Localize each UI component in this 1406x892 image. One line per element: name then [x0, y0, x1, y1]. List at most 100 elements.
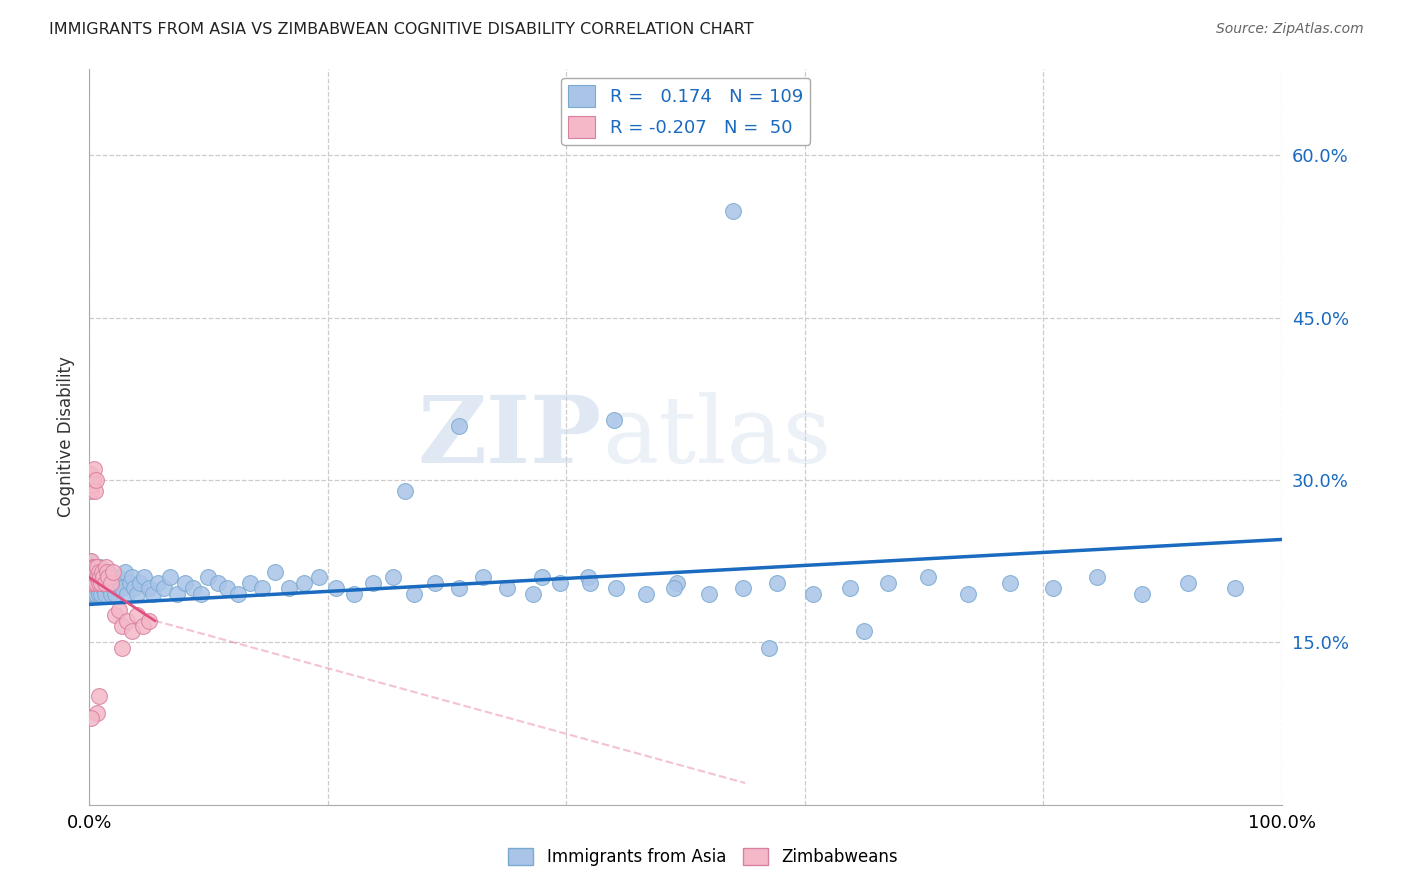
Point [94, 570, 117, 584]
Point [84, 570, 107, 584]
Point [91, 565, 114, 579]
Point [84, 565, 107, 579]
Point [82, 565, 104, 579]
Point [93, 581, 115, 595]
Point [121, 570, 143, 584]
Point [108, 575, 131, 590]
Point [226, 586, 249, 600]
Point [87, 565, 110, 579]
Point [522, 586, 544, 600]
Point [579, 575, 602, 590]
Point [84, 570, 107, 584]
Point [90, 586, 112, 600]
Point [80, 559, 103, 574]
Point [83, 559, 105, 574]
Point [142, 586, 165, 600]
Point [87, 570, 110, 584]
Point [86, 706, 108, 720]
Point [84, 570, 107, 584]
Point [93, 570, 115, 584]
Point [80, 554, 103, 568]
Point [138, 614, 160, 628]
Point [115, 614, 138, 628]
Point [101, 575, 124, 590]
Point [82, 559, 104, 574]
Point [138, 581, 160, 595]
Point [89, 575, 111, 590]
Point [548, 575, 571, 590]
Point [394, 483, 416, 498]
Point [82, 565, 104, 579]
Point [87, 586, 110, 600]
Point [89, 559, 111, 574]
Point [603, 413, 626, 427]
Point [82, 586, 104, 600]
Point [877, 575, 900, 590]
Point [1225, 581, 1247, 595]
Point [207, 575, 229, 590]
Point [86, 570, 108, 584]
Point [343, 586, 366, 600]
Point [125, 586, 148, 600]
Point [447, 418, 470, 433]
Point [1042, 581, 1064, 595]
Text: Source: ZipAtlas.com: Source: ZipAtlas.com [1216, 22, 1364, 37]
Point [96, 575, 118, 590]
Point [308, 570, 330, 584]
Point [731, 581, 754, 595]
Point [423, 575, 446, 590]
Point [402, 586, 425, 600]
Point [93, 565, 115, 579]
Point [79, 554, 101, 568]
Point [79, 565, 101, 579]
Point [90, 575, 112, 590]
Point [125, 608, 148, 623]
Point [83, 565, 105, 579]
Point [173, 575, 195, 590]
Point [1177, 575, 1199, 590]
Point [80, 586, 103, 600]
Point [80, 565, 103, 579]
Point [108, 603, 131, 617]
Point [101, 565, 124, 579]
Point [153, 581, 176, 595]
Point [111, 619, 134, 633]
Point [80, 570, 103, 584]
Point [292, 575, 315, 590]
Point [83, 586, 105, 600]
Point [86, 559, 108, 574]
Point [94, 559, 117, 574]
Y-axis label: Cognitive Disability: Cognitive Disability [58, 356, 75, 517]
Point [100, 586, 122, 600]
Point [93, 586, 115, 600]
Legend: Immigrants from Asia, Zimbabweans: Immigrants from Asia, Zimbabweans [501, 840, 905, 875]
Legend: R =   0.174   N = 109, R = -0.207   N =  50: R = 0.174 N = 109, R = -0.207 N = 50 [561, 78, 810, 145]
Point [84, 586, 107, 600]
Point [84, 483, 107, 498]
Point [190, 586, 212, 600]
Point [82, 473, 104, 487]
Point [148, 575, 170, 590]
Point [278, 581, 301, 595]
Point [115, 586, 138, 600]
Point [132, 619, 155, 633]
Point [98, 581, 121, 595]
Point [766, 575, 789, 590]
Point [495, 581, 517, 595]
Point [114, 565, 136, 579]
Point [111, 640, 134, 655]
Point [84, 559, 107, 574]
Point [129, 575, 152, 590]
Point [80, 575, 103, 590]
Point [104, 586, 127, 600]
Point [91, 575, 114, 590]
Point [447, 581, 470, 595]
Point [723, 204, 745, 219]
Point [84, 575, 107, 590]
Point [79, 581, 101, 595]
Point [699, 586, 721, 600]
Point [90, 570, 112, 584]
Point [118, 575, 141, 590]
Point [239, 575, 262, 590]
Point [79, 559, 101, 574]
